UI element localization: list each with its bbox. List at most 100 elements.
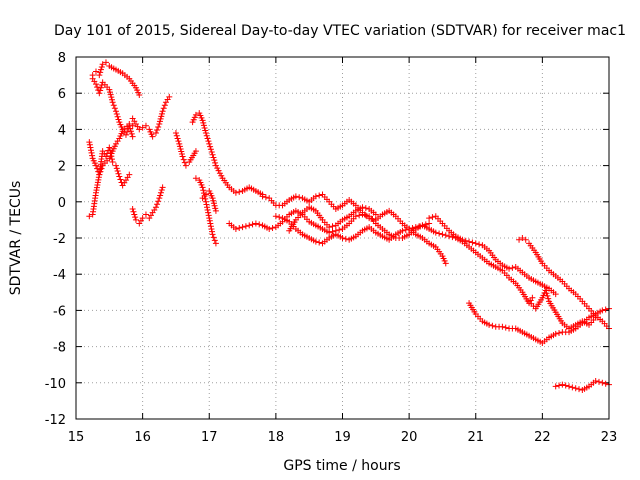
data-point: [242, 223, 249, 230]
data-point: [202, 127, 209, 134]
data-point: [566, 383, 573, 390]
data-point: [97, 168, 104, 175]
data-point: [562, 382, 569, 389]
data-point: [372, 211, 379, 218]
data-point: [352, 213, 359, 220]
x-axis: 15 16 17 18 19 20 21 22 23: [68, 57, 617, 445]
data-point: [542, 287, 549, 294]
data-point: [139, 124, 146, 131]
y-tick-label: -6: [53, 304, 66, 319]
x-tick-label: 19: [334, 430, 351, 445]
data-point: [157, 192, 164, 199]
data-point: [215, 167, 222, 174]
data-point: [112, 162, 119, 169]
data-point: [108, 94, 115, 101]
data-point: [529, 294, 536, 301]
data-point: [342, 235, 349, 242]
data-point: [599, 307, 606, 314]
data-point: [192, 148, 199, 155]
y-tick-label: 4: [58, 123, 66, 138]
data-point: [312, 193, 319, 200]
series-track-m: [272, 213, 536, 307]
data-point: [576, 386, 583, 393]
data-point: [209, 195, 216, 202]
data-point: [111, 105, 118, 112]
data-point: [157, 115, 164, 122]
y-tick-label: -10: [45, 377, 66, 392]
data-point: [356, 212, 363, 219]
data-point: [132, 216, 139, 223]
data-point: [115, 116, 122, 123]
data-point: [209, 228, 216, 235]
data-point: [107, 91, 114, 98]
data-point: [262, 194, 269, 201]
data-point: [211, 157, 218, 164]
data-point: [92, 81, 99, 88]
data-point: [592, 377, 599, 384]
data-point: [192, 175, 199, 182]
data-point: [182, 162, 189, 169]
data-point: [206, 217, 213, 224]
data-point: [200, 122, 207, 129]
series-track-s: [552, 377, 612, 394]
data-point: [416, 223, 423, 230]
data-point: [212, 159, 219, 166]
data-point: [155, 123, 162, 130]
data-point: [192, 111, 199, 118]
data-point: [545, 295, 552, 302]
data-point: [466, 238, 473, 245]
data-point: [86, 141, 93, 148]
data-point: [209, 231, 216, 238]
data-point: [449, 234, 456, 241]
data-point: [202, 195, 209, 202]
data-point: [96, 72, 103, 79]
series-track-o: [426, 213, 559, 298]
series-track-a: [89, 59, 143, 99]
data-point: [269, 225, 276, 232]
data-point: [439, 231, 446, 238]
data-point: [202, 198, 209, 205]
y-tick-label: -8: [53, 341, 66, 356]
data-point: [175, 138, 182, 145]
x-tick-label: 18: [268, 430, 285, 445]
data-marks: [86, 59, 612, 394]
data-point: [252, 220, 259, 227]
data-point: [256, 221, 263, 228]
data-point: [559, 381, 566, 388]
data-point: [166, 93, 173, 100]
series-track-g: [172, 130, 199, 169]
x-axis-label: GPS time / hours: [283, 458, 400, 474]
y-tick-label: 0: [58, 196, 66, 211]
data-point: [203, 201, 210, 208]
data-point: [446, 233, 453, 240]
series-track-r: [526, 287, 599, 332]
data-point: [97, 66, 104, 73]
data-point: [108, 156, 115, 163]
data-point: [399, 227, 406, 234]
data-point: [486, 321, 493, 328]
series-track-q: [466, 300, 612, 346]
data-point: [142, 122, 149, 129]
y-tick-label: 8: [58, 51, 66, 66]
data-point: [326, 224, 333, 231]
data-point: [207, 143, 214, 150]
data-point: [89, 152, 96, 159]
data-point: [214, 165, 221, 172]
data-point: [200, 187, 207, 194]
series-track-j: [199, 187, 219, 214]
data-point: [122, 131, 129, 138]
data-point: [160, 105, 167, 112]
data-point: [156, 120, 163, 127]
data-point: [556, 382, 563, 389]
data-point: [129, 133, 136, 140]
data-point: [469, 239, 476, 246]
data-point: [509, 264, 516, 271]
data-point: [326, 229, 333, 236]
y-tick-label: 2: [58, 160, 66, 175]
data-point: [142, 211, 149, 218]
data-point: [149, 133, 156, 140]
data-point: [296, 194, 303, 201]
data-point: [199, 195, 206, 202]
data-point: [210, 197, 217, 204]
data-point: [117, 176, 124, 183]
